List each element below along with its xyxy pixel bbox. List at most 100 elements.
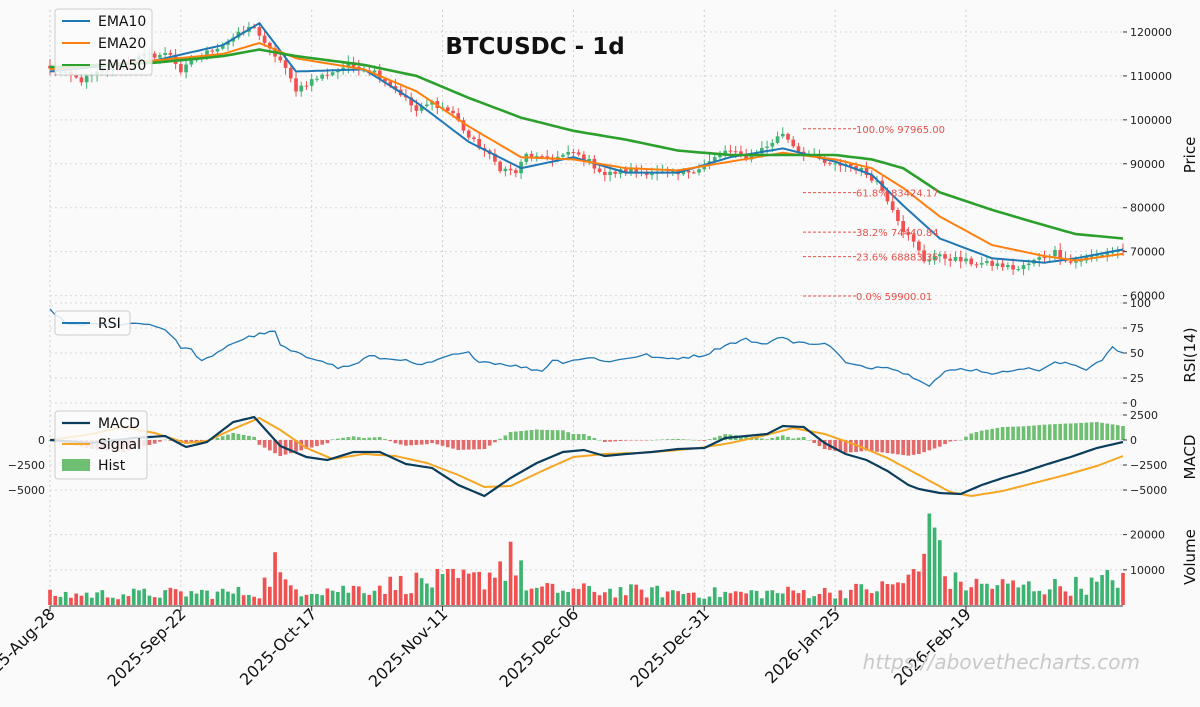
macd-hist-bar: [1037, 425, 1042, 440]
macd-hist-bar: [1094, 422, 1099, 440]
candle-body: [974, 264, 979, 266]
plot-layer: 100.0% 97965.00 61.8% 83424.17 38.2% 74440…: [48, 21, 1125, 605]
volume-bar: [943, 576, 947, 605]
volume-bar: [644, 597, 649, 605]
volume-bar: [110, 597, 115, 605]
volume-bar: [932, 527, 937, 605]
macd-hist-bar: [372, 437, 377, 440]
volume-bar: [540, 586, 544, 605]
candle-body: [885, 190, 890, 202]
candle-body: [644, 172, 649, 176]
candle-body: [294, 78, 298, 92]
candle-body: [697, 169, 701, 173]
volume-bar: [257, 598, 262, 605]
macd-hist-bar: [864, 440, 869, 451]
macd-hist-bar: [226, 434, 230, 440]
volume-bar: [765, 590, 769, 605]
volume-bar: [414, 572, 419, 605]
volume-bar: [330, 590, 335, 605]
grid-layer: [49, 10, 1125, 605]
volume-bar: [927, 513, 932, 605]
volume-bar: [754, 590, 759, 605]
candle-body: [268, 42, 272, 49]
volume-bar: [1058, 586, 1063, 605]
macd-hist-bar: [294, 440, 298, 452]
volume-bar: [864, 589, 869, 605]
volume-bar: [953, 572, 958, 605]
macd-hist-bar: [613, 440, 618, 442]
macd-hist-bar: [650, 440, 654, 441]
macd-hist-bar: [425, 440, 429, 445]
candle-body: [461, 120, 466, 131]
volume-bar: [691, 592, 696, 605]
volume-bar: [472, 572, 476, 605]
volume-bar: [147, 595, 152, 605]
candle-body: [979, 263, 984, 265]
macd-hist-bar: [273, 440, 277, 454]
macd-hist-bar: [958, 440, 963, 441]
candle-body: [540, 156, 544, 158]
macd-hist-bar: [712, 437, 717, 440]
volume-bar: [760, 598, 764, 605]
volume-bar: [1053, 578, 1057, 605]
macd-hist-bar: [388, 440, 393, 442]
volume-bar: [126, 596, 131, 605]
macd-hist-bar: [838, 440, 843, 452]
volume-bar: [613, 597, 618, 605]
price-tick-label: 90000: [1130, 158, 1165, 171]
candle-body: [341, 67, 345, 70]
macd-hist-bar: [639, 440, 644, 441]
macd-hist-bar: [890, 440, 895, 454]
candle-body: [927, 259, 932, 262]
macd-hist-bar: [644, 440, 649, 441]
candle-body: [582, 154, 586, 162]
candle-body: [958, 256, 963, 262]
watermark: https://abovethecharts.com: [863, 650, 1140, 674]
volume-bar: [634, 584, 639, 605]
macd-hist-bar: [430, 440, 434, 443]
macd-hist-bar: [362, 438, 366, 440]
volume-bar: [629, 584, 633, 605]
volume-bar: [430, 587, 434, 605]
volume-bar: [74, 593, 79, 605]
volume-bar: [220, 588, 225, 605]
candle-body: [1079, 260, 1083, 262]
macd-hist-bar: [493, 440, 497, 443]
volume-bar: [168, 587, 173, 605]
candle-body: [393, 86, 398, 90]
macd-left-tick-label: 0: [38, 434, 45, 447]
candle-body: [822, 158, 827, 163]
volume-bar: [299, 596, 304, 605]
volume-bar: [901, 583, 905, 605]
volume-bar: [1068, 595, 1073, 605]
x-tick-label: 2025-Aug-28: [0, 604, 59, 691]
volume-bar: [990, 588, 994, 605]
candle-body: [330, 72, 335, 76]
macd-hist-bar: [964, 436, 968, 440]
candle-body: [623, 169, 628, 173]
macd-hist-bar: [315, 440, 319, 447]
candle-body: [937, 254, 942, 257]
candle-body: [602, 171, 607, 176]
macd-hist-bar: [602, 440, 607, 442]
candle-body: [969, 258, 974, 265]
candle-body: [262, 35, 267, 43]
macd-hist-bar: [770, 438, 775, 440]
candle-body: [283, 60, 288, 68]
volume-bar: [404, 594, 408, 605]
macd-hist-bar: [681, 439, 686, 440]
macd-hist-bar: [487, 440, 492, 446]
candle-body: [896, 209, 900, 222]
macd-hist-bar: [566, 432, 571, 440]
macd-hist-bar: [1063, 423, 1068, 440]
volume-bar: [95, 592, 99, 605]
price-tick-label: 110000: [1130, 70, 1172, 83]
macd-hist-bar: [739, 435, 743, 440]
candle-body: [514, 170, 518, 174]
candle-body: [723, 150, 728, 154]
macd-hist-bar: [356, 437, 361, 440]
macd-hist-bar: [822, 440, 827, 449]
candle-body: [634, 168, 639, 172]
ema-line-ema50: [49, 48, 1124, 240]
volume-bar: [519, 560, 523, 605]
